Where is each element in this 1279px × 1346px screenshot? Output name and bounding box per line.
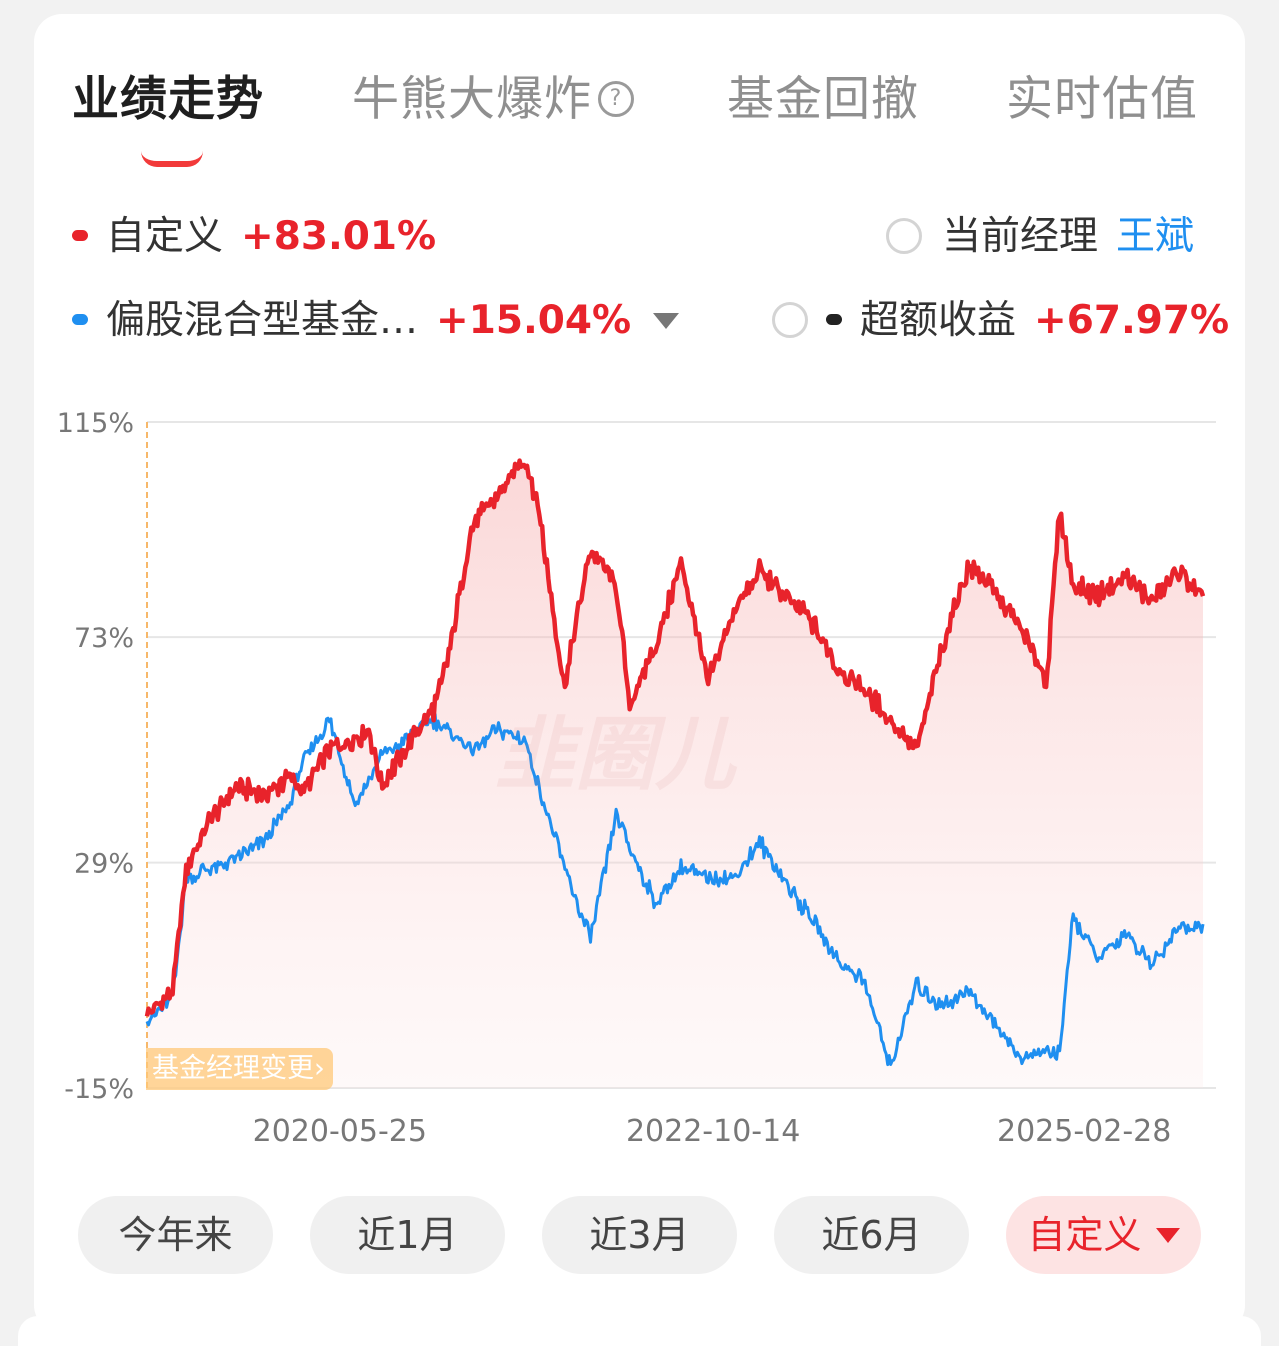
manager-change-label: 基金经理变更 <box>152 1053 314 1084</box>
custom-area-fill <box>147 460 1203 1089</box>
range-1m-label: 近1月 <box>357 1213 458 1257</box>
range-custom-button[interactable]: 自定义 <box>1006 1196 1201 1274</box>
legend-custom-value: +83.01% <box>241 214 437 259</box>
benchmark-series-line <box>145 712 1205 1067</box>
tab-drawdown[interactable]: 基金回撤 <box>727 70 919 130</box>
benchmark-dot-icon <box>72 314 88 325</box>
tab-bull-bear-label: 牛熊大爆炸 <box>352 72 592 127</box>
benchmark-dropdown-icon[interactable] <box>653 312 680 329</box>
range-custom-label: 自定义 <box>1027 1213 1142 1257</box>
y-tick-label: 115% <box>57 408 134 439</box>
x-tick-label: 2022-10-14 <box>626 1114 800 1149</box>
y-tick-label: 29% <box>74 849 134 880</box>
x-tick-label: 2025-02-28 <box>997 1114 1171 1149</box>
range-ytd-label: 今年来 <box>118 1213 233 1257</box>
tab-performance[interactable]: 业绩走势 <box>72 70 264 130</box>
legend-manager[interactable]: 当前经理 王斌 <box>886 212 1194 262</box>
legend-excess-value: +67.97% <box>1034 298 1230 343</box>
excess-radio-icon[interactable] <box>772 301 808 338</box>
tab-bull-bear[interactable]: 牛熊大爆炸? <box>352 70 634 130</box>
legend-benchmark[interactable]: 偏股混合型基金… +15.04% <box>72 296 680 346</box>
legend-manager-label: 当前经理 <box>942 214 1099 259</box>
tab-drawdown-label: 基金回撤 <box>727 72 919 127</box>
legend-excess[interactable]: 超额收益 +67.97% <box>772 296 1229 346</box>
y-axis-ticks: 115% 73% 29% -15% <box>57 408 134 1105</box>
y-tick-label: 73% <box>74 623 134 654</box>
range-6m-label: 近6月 <box>821 1213 922 1257</box>
help-icon[interactable]: ? <box>598 80 634 117</box>
y-tick-label: -15% <box>64 1074 134 1105</box>
caret-down-icon <box>1155 1228 1180 1243</box>
range-3m-label: 近3月 <box>589 1213 690 1257</box>
custom-dot-icon <box>72 230 88 241</box>
manager-name-link[interactable]: 王斌 <box>1116 214 1195 259</box>
active-tab-indicator <box>141 151 203 167</box>
legend-custom-label: 自定义 <box>106 214 224 259</box>
range-1m-button[interactable]: 近1月 <box>310 1196 505 1274</box>
custom-series-line <box>144 458 1206 1017</box>
x-axis-ticks: 2020-05-25 2022-10-14 2025-02-28 <box>253 1114 1172 1149</box>
tab-bar: 业绩走势 牛熊大爆炸? 基金回撤 实时估值 <box>0 0 1279 180</box>
legend-benchmark-label: 偏股混合型基金… <box>106 298 419 343</box>
legend-benchmark-value: +15.04% <box>436 298 632 343</box>
manager-change-badge[interactable]: 基金经理变更› <box>146 1048 333 1090</box>
range-ytd-button[interactable]: 今年来 <box>78 1196 273 1274</box>
excess-dot-icon <box>826 314 842 325</box>
range-6m-button[interactable]: 近6月 <box>774 1196 969 1274</box>
legend-excess-label: 超额收益 <box>860 298 1017 343</box>
chevron-right-icon: › <box>314 1053 325 1084</box>
tab-performance-label: 业绩走势 <box>72 72 264 127</box>
x-tick-label: 2020-05-25 <box>253 1114 427 1149</box>
legend-custom: 自定义 +83.01% <box>72 212 436 262</box>
manager-radio-icon[interactable] <box>886 217 922 254</box>
watermark: 韭圈儿 <box>495 708 735 801</box>
tab-realtime-estimate[interactable]: 实时估值 <box>1006 70 1198 130</box>
tab-realtime-estimate-label: 实时估值 <box>1006 72 1198 127</box>
range-3m-button[interactable]: 近3月 <box>542 1196 737 1274</box>
